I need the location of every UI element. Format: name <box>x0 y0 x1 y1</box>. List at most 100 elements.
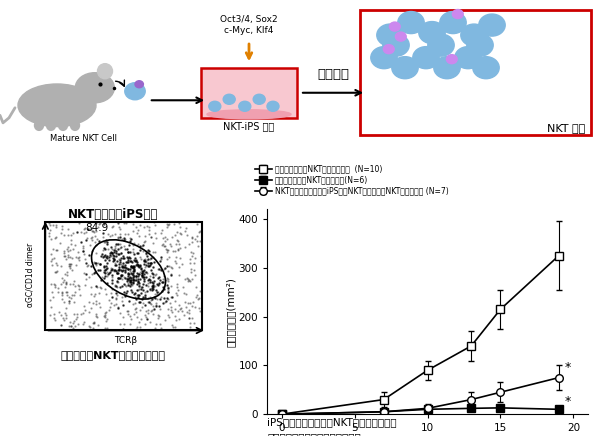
Point <box>160 242 169 249</box>
Point <box>56 321 65 328</box>
Point <box>181 303 191 310</box>
Point <box>79 229 88 236</box>
Point <box>128 264 137 271</box>
Circle shape <box>446 54 457 64</box>
Point <box>125 320 135 327</box>
Point <box>159 294 169 301</box>
Point <box>152 296 162 303</box>
Point <box>100 238 109 245</box>
Point <box>132 291 142 298</box>
Point <box>90 259 100 266</box>
Point <box>148 269 157 276</box>
Point <box>88 228 98 235</box>
Point <box>91 228 101 235</box>
Point <box>119 243 128 250</box>
Point <box>49 314 59 321</box>
Point <box>79 270 88 277</box>
Point <box>57 295 67 302</box>
Point <box>139 281 148 288</box>
Point <box>101 291 111 298</box>
Point <box>134 227 143 234</box>
Point <box>88 320 98 327</box>
Point <box>67 237 76 244</box>
Point <box>115 274 125 281</box>
Point <box>137 271 146 278</box>
Point <box>143 294 153 301</box>
Point <box>178 283 188 290</box>
Point <box>63 232 73 238</box>
Point <box>121 266 130 273</box>
Point <box>61 256 71 263</box>
Text: 84.9: 84.9 <box>86 223 109 233</box>
Point <box>59 252 68 259</box>
Point <box>162 249 172 255</box>
Point <box>102 280 112 287</box>
Point <box>113 241 123 248</box>
Point <box>98 273 107 280</box>
Point <box>135 323 145 330</box>
Point <box>149 306 158 313</box>
Point <box>67 295 76 302</box>
Point <box>155 296 165 303</box>
Point <box>107 250 117 257</box>
Point <box>130 268 139 275</box>
Point <box>170 312 180 319</box>
Point <box>140 301 150 308</box>
Point <box>145 262 154 269</box>
Point <box>153 312 163 319</box>
Point <box>138 269 148 276</box>
Point <box>74 286 84 293</box>
Point <box>61 278 71 285</box>
Point <box>136 315 146 322</box>
Point <box>125 282 134 289</box>
Point <box>146 260 156 267</box>
Point <box>166 306 176 313</box>
Point <box>127 286 136 293</box>
Point <box>132 229 142 236</box>
Point <box>160 265 170 272</box>
Point <box>133 262 143 269</box>
Point <box>160 238 170 245</box>
Point <box>134 270 144 277</box>
Point <box>190 259 199 266</box>
Point <box>95 303 105 310</box>
Point <box>91 300 101 307</box>
Circle shape <box>455 47 481 69</box>
Point <box>113 220 123 227</box>
Point <box>124 271 134 278</box>
Point <box>150 249 160 255</box>
Point <box>86 305 95 312</box>
Point <box>112 279 122 286</box>
Circle shape <box>135 81 143 88</box>
Point <box>70 323 80 330</box>
Point <box>73 311 82 318</box>
Point <box>79 226 89 233</box>
Point <box>59 277 68 284</box>
Text: TCRβ: TCRβ <box>115 337 137 345</box>
Point <box>94 290 104 297</box>
Point <box>71 253 81 260</box>
Point <box>110 249 119 256</box>
Point <box>71 315 80 322</box>
Point <box>161 297 171 304</box>
Point <box>142 316 151 323</box>
Point <box>172 237 182 244</box>
Point <box>129 239 139 246</box>
Point <box>182 275 191 282</box>
Point <box>58 279 67 286</box>
Point <box>143 298 153 305</box>
Point <box>113 279 122 286</box>
Point <box>162 262 172 269</box>
Point <box>138 273 148 280</box>
Point <box>116 260 125 267</box>
Point <box>109 247 119 254</box>
Point <box>113 219 123 226</box>
Point <box>78 247 88 254</box>
Point <box>162 294 172 301</box>
Point <box>112 257 122 264</box>
Point <box>118 325 127 332</box>
Point <box>99 266 109 273</box>
Point <box>172 229 181 236</box>
Point <box>77 228 86 235</box>
Point <box>47 251 56 258</box>
